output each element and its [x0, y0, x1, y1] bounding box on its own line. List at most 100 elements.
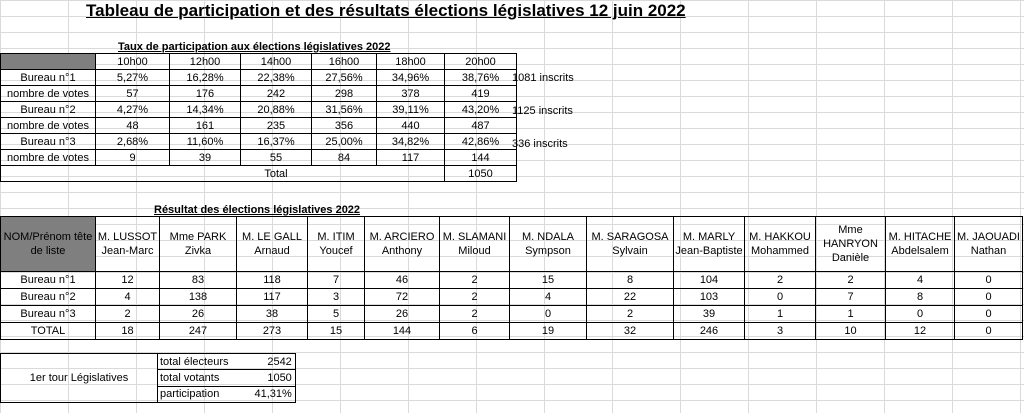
cell: 2,68%	[95, 133, 170, 150]
cell: 5,27%	[95, 69, 170, 86]
cell: 39	[673, 305, 745, 323]
cell: 25,00%	[311, 133, 377, 150]
cell: 246	[673, 322, 745, 340]
cell: 0	[954, 322, 1023, 340]
candidate-header: M. NDALA Sympson	[509, 216, 587, 272]
cell: 117	[236, 288, 308, 306]
row-label: nombre de votes	[0, 149, 96, 166]
summary-row-label: total électeurs	[157, 352, 255, 371]
participation-caption: Taux de participation aux élections légi…	[118, 41, 391, 53]
cell: 7	[307, 271, 365, 289]
cell: 298	[311, 85, 377, 102]
empty-cell	[169, 165, 241, 182]
cell: 242	[240, 85, 312, 102]
cell: 2	[95, 305, 160, 323]
cell: 176	[169, 85, 241, 102]
candidate-header: M. ITIM Youcef	[307, 216, 365, 272]
cell: 18	[95, 322, 160, 340]
table-row: total votants 1050	[1, 369, 296, 387]
summary-row-value: 41,31%	[254, 385, 296, 404]
results-table: NOM/Prénom tête de liste M. LUSSOT Jean-…	[0, 216, 1023, 340]
cell: 38	[236, 305, 308, 323]
total-label: Total	[240, 165, 312, 182]
table-row: NOM/Prénom tête de liste M. LUSSOT Jean-…	[0, 216, 1023, 272]
cell: 22	[586, 288, 674, 306]
cell: 0	[885, 305, 955, 323]
time-header: 10h00	[95, 53, 170, 70]
summary-row-label: total votants	[157, 369, 255, 387]
row-label: Bureau n°2	[0, 101, 96, 118]
cell: 4	[509, 288, 587, 306]
results-caption: Résultat des élections législatives 2022	[154, 204, 361, 216]
cell: 419	[444, 85, 517, 102]
row-label: Bureau n°2	[0, 288, 96, 306]
cell: 16,28%	[169, 69, 241, 86]
cell: 57	[95, 85, 170, 102]
cell: 378	[376, 85, 445, 102]
candidate-header: M. JAOUADI Nathan	[954, 216, 1023, 272]
inscrits-note: 1081 inscrits	[512, 72, 574, 84]
total-value: 1050	[444, 165, 517, 182]
cell: 0	[954, 305, 1023, 323]
cell: 235	[240, 117, 312, 134]
cell: 72	[364, 288, 440, 306]
cell: 42,86%	[444, 133, 517, 150]
cell: 0	[954, 271, 1023, 289]
cell: 9	[95, 149, 170, 166]
cell: 43,20%	[444, 101, 517, 118]
row-label: nombre de votes	[0, 117, 96, 134]
cell: 138	[159, 288, 237, 306]
cell: 440	[376, 117, 445, 134]
cell: 103	[673, 288, 745, 306]
candidate-header: Mme PARK Zivka	[159, 216, 237, 272]
cell: 144	[444, 149, 517, 166]
cell: 32	[586, 322, 674, 340]
time-header: 16h00	[311, 53, 377, 70]
table-row: TOTAL 18 247 273 15 144 6 19 32 246 3 10…	[0, 322, 1023, 340]
table-row: 1er tour Législatives total électeurs 25…	[0, 352, 296, 403]
table-row: 10h00 12h00 14h00 16h00 18h00 20h00	[0, 53, 517, 70]
time-header: 20h00	[444, 53, 517, 70]
cell: 144	[364, 322, 440, 340]
time-header: 18h00	[376, 53, 445, 70]
cell: 0	[744, 288, 816, 306]
table-row: Bureau n°3 2 26 38 5 26 2 0 2 39 1 1 0 0	[0, 305, 1023, 323]
cell: 1	[815, 305, 886, 323]
cell: 14,34%	[169, 101, 241, 118]
cell: 4,27%	[95, 101, 170, 118]
cell: 2	[439, 288, 510, 306]
cell: 3	[307, 288, 365, 306]
row-label: Bureau n°1	[0, 69, 96, 86]
cell: 2	[439, 271, 510, 289]
candidate-header: M. SARAGOSA Sylvain	[586, 216, 674, 272]
cell: 34,96%	[376, 69, 445, 86]
table-row: nombre de votes 9 39 55 84 117 144	[0, 149, 517, 166]
page-title: Tableau de participation et des résultat…	[86, 1, 686, 20]
empty-cell	[95, 165, 170, 182]
cell: 4	[885, 271, 955, 289]
cell: 12	[95, 271, 160, 289]
cell: 8	[586, 271, 674, 289]
inscrits-note: 1125 inscrits	[512, 105, 573, 117]
candidate-header: M. LE GALL Arnaud	[236, 216, 308, 272]
table-row: Bureau n°1 12 83 118 7 46 2 15 8 104 2 2…	[0, 271, 1023, 289]
table-row: Bureau n°2 4 138 117 3 72 2 4 22 103 0 7…	[0, 288, 1023, 306]
cell: 7	[815, 288, 886, 306]
cell: 247	[159, 322, 237, 340]
row-label: TOTAL	[0, 322, 96, 340]
participation-table: 10h00 12h00 14h00 16h00 18h00 20h00 Bure…	[0, 53, 517, 182]
empty-cell	[0, 165, 96, 182]
cell: 273	[236, 322, 308, 340]
candidate-header: Mme HANRYON Danièle	[815, 216, 886, 272]
cell: 0	[509, 305, 587, 323]
time-header: 12h00	[169, 53, 241, 70]
table-row: nombre de votes 48 161 235 356 440 487	[0, 117, 517, 134]
candidate-header: M. LUSSOT Jean-Marc	[95, 216, 160, 272]
cell: 39,11%	[376, 101, 445, 118]
cell: 84	[311, 149, 377, 166]
cell: 48	[95, 117, 170, 134]
column-header: NOM/Prénom tête de liste	[0, 216, 96, 272]
row-label: Bureau n°1	[0, 271, 96, 289]
table-row: nombre de votes 57 176 242 298 378 419	[0, 85, 517, 102]
cell: 26	[159, 305, 237, 323]
